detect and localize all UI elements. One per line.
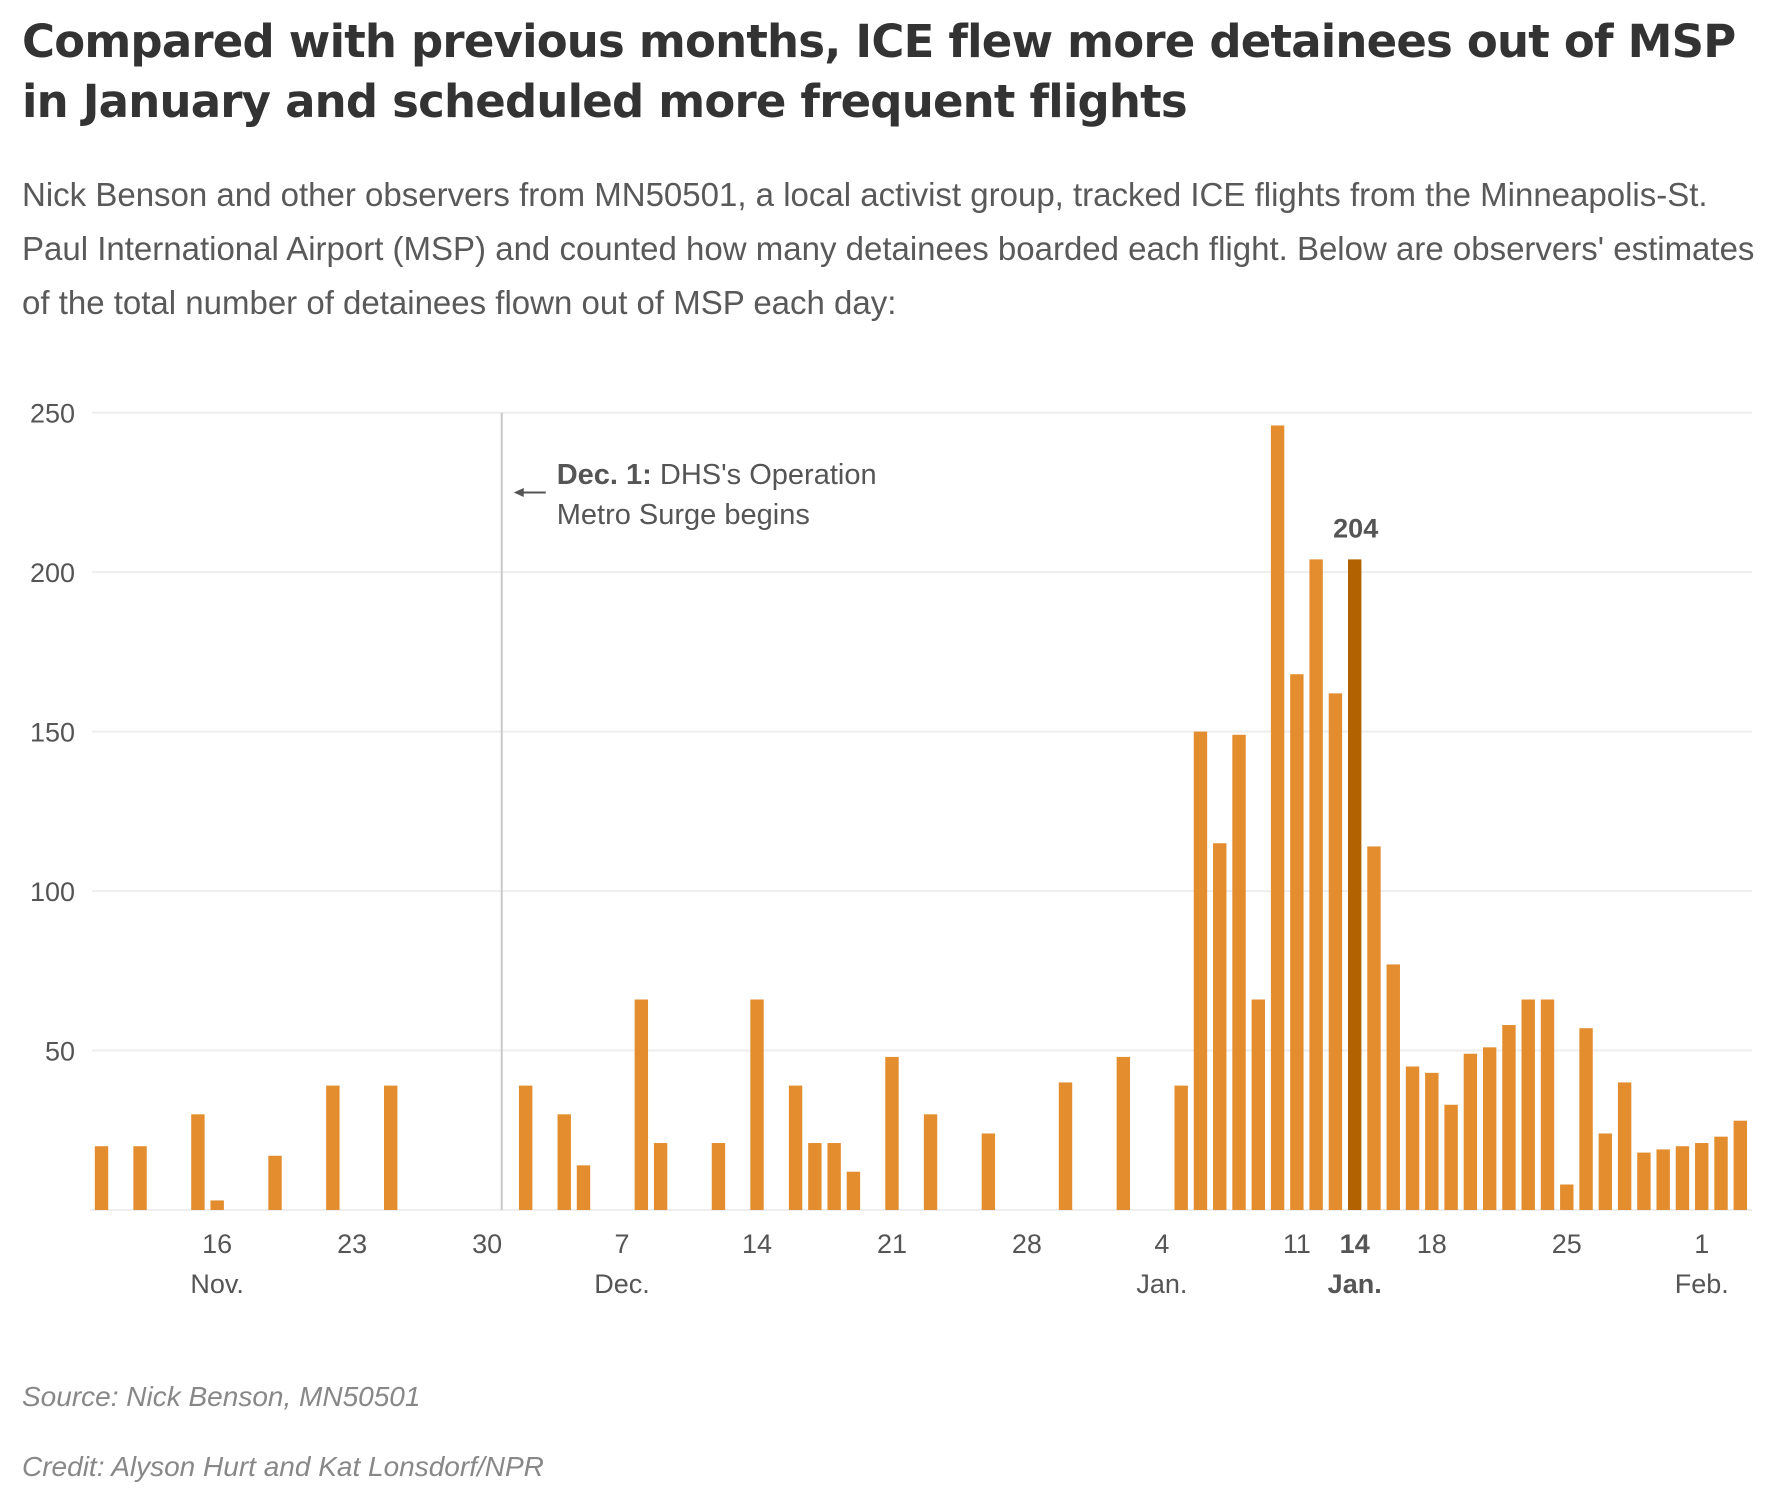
bar	[1367, 846, 1381, 1210]
bar	[1116, 1056, 1131, 1210]
bar	[1617, 1082, 1632, 1210]
bars	[94, 425, 1747, 1211]
x-tick-label: 16	[202, 1229, 232, 1259]
bar	[94, 1146, 109, 1210]
x-tick-label: 1	[1694, 1229, 1709, 1259]
chart-title: Compared with previous months, ICE flew …	[22, 15, 1736, 128]
x-tick-label: 14	[742, 1229, 772, 1259]
bar	[846, 1171, 861, 1210]
bar	[827, 1143, 841, 1210]
bar	[1213, 843, 1227, 1210]
bar	[1174, 1085, 1188, 1210]
bar	[1675, 1146, 1690, 1210]
bar	[268, 1155, 282, 1210]
x-tick-label: 4	[1154, 1229, 1169, 1259]
bar	[1695, 1143, 1709, 1210]
bar	[1637, 1152, 1651, 1210]
bar	[1656, 1149, 1670, 1210]
annotation-dec-1: Dec. 1: DHS's Operation Metro Surge begi…	[500, 412, 877, 1210]
arrow-head-icon	[513, 488, 524, 497]
x-tick-label: 25	[1552, 1229, 1582, 1259]
bar	[1733, 1120, 1747, 1210]
y-tick-label: 100	[30, 877, 75, 907]
bar	[384, 1085, 398, 1210]
x-tick-month-label: Nov.	[190, 1269, 244, 1299]
bar	[653, 1143, 668, 1210]
bar	[191, 1114, 205, 1210]
x-tick-month-label: Dec.	[594, 1269, 650, 1299]
annotation-bold-date: Dec. 1:	[557, 459, 652, 491]
bar	[1598, 1133, 1613, 1210]
bar-chart: 50 100 150 200 250 Dec. 1: DHS's Operation M…	[30, 399, 1752, 1299]
y-axis: 50 100 150 200 250	[30, 399, 75, 1067]
annotation-text-line-1: Dec. 1: DHS's Operation	[557, 459, 877, 491]
bar	[576, 1165, 591, 1210]
annotation-text-line-2: Metro Surge begins	[557, 499, 810, 531]
bar	[1560, 1184, 1574, 1210]
data-labels: 204	[1333, 513, 1378, 543]
bar	[1540, 999, 1555, 1210]
bar	[750, 999, 764, 1210]
bar	[1579, 1028, 1593, 1210]
bar	[557, 1114, 571, 1210]
bar	[1270, 425, 1285, 1211]
bar	[1290, 674, 1304, 1210]
y-tick-label: 200	[30, 558, 75, 588]
bar-highlighted	[1348, 559, 1362, 1210]
gridlines	[90, 411, 1752, 1211]
bar	[1714, 1136, 1728, 1210]
x-tick-month-label: Feb.	[1675, 1269, 1729, 1299]
bar	[923, 1114, 938, 1210]
bar	[1309, 559, 1323, 1210]
bar	[981, 1133, 996, 1210]
bar	[885, 1056, 899, 1210]
bar	[634, 999, 649, 1210]
bar	[518, 1085, 533, 1210]
source-note: Source: Nick Benson, MN50501	[22, 1381, 421, 1412]
x-tick-label: 23	[337, 1229, 367, 1259]
bar	[210, 1200, 224, 1210]
x-tick-label: 11	[1283, 1229, 1311, 1259]
x-tick-label: 14	[1340, 1229, 1370, 1259]
bar	[1193, 731, 1208, 1210]
x-tick-month-label: Jan.	[1328, 1269, 1382, 1299]
bar	[1232, 734, 1246, 1210]
x-tick-label: 18	[1417, 1229, 1447, 1259]
bar	[1521, 999, 1535, 1210]
bar	[326, 1085, 340, 1210]
bar	[1058, 1082, 1073, 1210]
x-tick-label: 30	[472, 1229, 502, 1259]
bar-value-label: 204	[1333, 513, 1378, 543]
chart-subtitle: Nick Benson and other observers from MN5…	[22, 176, 1755, 321]
bar	[1482, 1047, 1497, 1210]
y-tick-label: 50	[45, 1037, 75, 1067]
bar	[1251, 999, 1265, 1210]
bar	[1386, 964, 1400, 1210]
bar	[1405, 1066, 1420, 1210]
y-tick-label: 150	[30, 718, 75, 748]
bar	[133, 1146, 147, 1210]
bar	[1425, 1072, 1439, 1210]
annotation-text-body: DHS's Operation	[660, 459, 877, 491]
bar	[1444, 1104, 1458, 1210]
bar	[788, 1085, 803, 1210]
bar	[711, 1143, 726, 1210]
x-axis: 16 Nov. 23 30 7 Dec. 14 21 28 4 Jan. 11 14 Jan. 18 25 1 F…	[190, 1229, 1728, 1299]
bar	[1502, 1025, 1516, 1210]
y-tick-label: 250	[30, 399, 75, 429]
x-tick-label: 7	[615, 1229, 630, 1259]
bar	[1463, 1053, 1478, 1210]
bar	[1328, 693, 1343, 1210]
x-tick-label: 21	[877, 1229, 907, 1259]
x-tick-month-label: Jan.	[1136, 1269, 1187, 1299]
bar	[808, 1143, 822, 1210]
credit-note: Credit: Alyson Hurt and Kat Lonsdorf/NPR	[22, 1451, 544, 1482]
x-tick-label: 28	[1012, 1229, 1042, 1259]
